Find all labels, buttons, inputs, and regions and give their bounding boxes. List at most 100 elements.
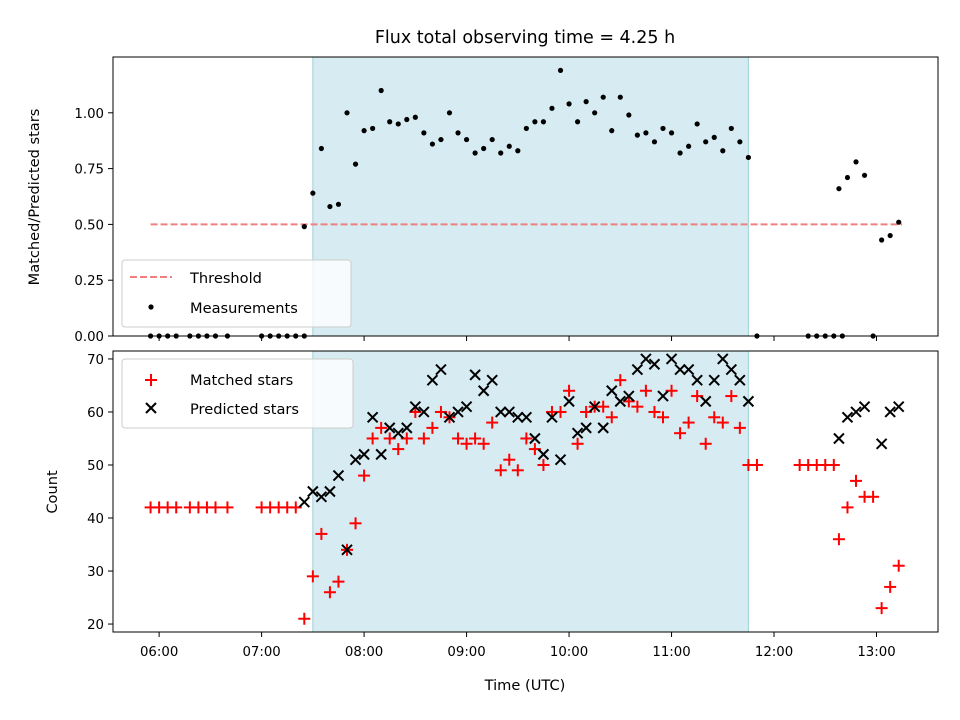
bottom-y-tick-label: 50 — [87, 459, 104, 474]
measurement-point — [861, 172, 868, 178]
matched-star-point — [657, 411, 669, 424]
measurement-point — [745, 154, 752, 161]
predicted-star-point — [606, 385, 618, 397]
measurement-point — [549, 105, 555, 111]
predicted-star-point — [708, 374, 720, 386]
matched-star-point — [349, 517, 362, 530]
measurement-point — [583, 99, 589, 105]
matched-star-point — [375, 421, 388, 434]
x-axis-label: Time (UTC) — [484, 677, 566, 694]
matched-star-point — [306, 570, 319, 583]
measurement-point — [574, 119, 581, 125]
predicted-star-point — [409, 400, 422, 413]
matched-star-point — [597, 400, 610, 413]
matched-star-point — [426, 421, 439, 434]
bottom-panel: 20 30 40 50 60 70 06:00 07:00 08:00 09:00 10:00 11… — [44, 350, 939, 694]
measurement-point — [395, 121, 401, 127]
matched-star-point — [452, 432, 465, 445]
measurement-point — [660, 125, 666, 132]
measurement-point — [694, 121, 700, 127]
matched-star-point — [892, 559, 905, 572]
bottom-highlight-band — [312, 351, 749, 632]
measurement-point — [668, 130, 675, 136]
measurement-point — [540, 119, 547, 125]
matched-star-point — [867, 490, 880, 503]
matched-star-point — [298, 612, 311, 625]
measurement-point — [887, 232, 893, 239]
bottom-legend-box — [121, 358, 354, 429]
predicted-star-point — [537, 448, 550, 461]
predicted-star-point — [298, 496, 311, 508]
predicted-star-point — [657, 390, 669, 402]
bottom-y-tick-label: 30 — [87, 565, 104, 580]
measurement-point — [378, 87, 384, 94]
predicted-star-point — [588, 400, 601, 413]
predicted-star-point — [469, 369, 481, 381]
bottom-axes-frame — [112, 350, 939, 633]
matched-star-point — [323, 586, 336, 599]
matched-star-point — [417, 432, 430, 445]
predicted-star-point — [742, 395, 755, 408]
predicted-star-point — [682, 363, 695, 376]
measurement-point — [737, 139, 743, 145]
matched-star-point — [750, 458, 763, 471]
matched-star-point — [725, 390, 738, 403]
matched-star-point — [571, 437, 584, 450]
predicted-star-point — [546, 411, 558, 423]
measurement-point — [498, 150, 504, 156]
predicted-star-point — [554, 453, 567, 466]
predicted-star-point — [307, 485, 319, 498]
measurement-point — [421, 130, 427, 136]
predicted-star-point — [358, 448, 370, 461]
predicted-star-point — [366, 411, 379, 423]
measurement-point — [472, 150, 478, 156]
matched-star-point — [460, 437, 473, 450]
top-y-tick-label: 1.00 — [74, 107, 104, 122]
measurement-point — [489, 136, 495, 143]
measurement-point — [463, 136, 470, 143]
top-highlight-band — [312, 57, 749, 336]
measurement-point — [651, 139, 658, 145]
matched-star-point — [170, 501, 183, 514]
legend-matched-swatch — [145, 374, 157, 386]
bottom-y-tick-label: 40 — [87, 512, 104, 527]
measurement-point — [318, 145, 324, 152]
predicted-star-point — [691, 374, 703, 386]
bottom-legend: Matched stars Predicted stars — [121, 358, 354, 429]
matched-star-point — [841, 501, 854, 514]
matched-star-point — [511, 464, 524, 477]
matched-star-point — [332, 575, 345, 588]
predicted-star-point — [614, 395, 627, 408]
matched-star-point — [315, 527, 328, 540]
measurement-point — [617, 94, 623, 100]
predicted-star-point — [426, 374, 439, 386]
predicted-star-point — [349, 453, 362, 466]
top-axes-frame — [112, 56, 939, 337]
top-panel: 0.00 0.25 0.50 0.75 1.00 Matched/Predicted s… — [26, 56, 939, 345]
top-y-axis-label: Matched/Predicted stars — [26, 109, 43, 286]
predicted-star-point — [460, 400, 473, 413]
legend-threshold-label: Threshold — [189, 270, 262, 287]
matched-star-point — [875, 602, 888, 615]
predicted-star-point — [495, 406, 507, 418]
predicted-star-point — [725, 363, 738, 376]
predicted-star-point — [503, 406, 515, 418]
bottom-y-tick-label: 60 — [87, 406, 104, 421]
matched-star-point — [503, 453, 516, 466]
x-tick-label: 11:00 — [652, 645, 690, 660]
measurement-point — [335, 201, 342, 207]
matched-star-point — [605, 411, 618, 424]
predicted-star-point — [648, 358, 661, 370]
matched-star-point — [537, 458, 550, 471]
predicted-star-point — [563, 395, 575, 408]
measurement-point — [370, 125, 376, 132]
measurement-point — [592, 110, 598, 116]
predicted-star-point — [850, 406, 862, 418]
matched-star-point — [639, 384, 652, 397]
measurement-point — [455, 130, 461, 136]
predicted-star-point — [841, 411, 854, 423]
bottom-y-tick-label: 20 — [87, 618, 104, 633]
matched-star-point — [832, 533, 845, 546]
predicted-star-point — [640, 353, 652, 365]
measurement-point — [361, 128, 367, 134]
